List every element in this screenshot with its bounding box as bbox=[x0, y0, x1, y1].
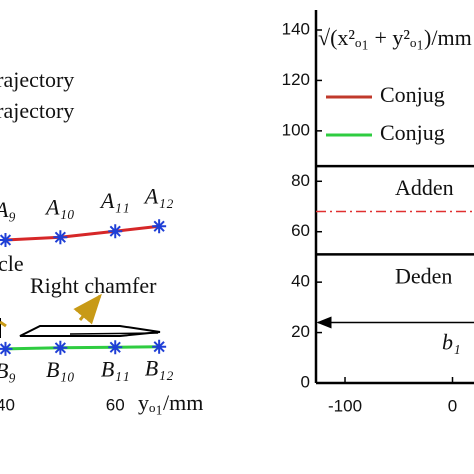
x-axis-label: yₒ₁/mm bbox=[138, 390, 203, 415]
x-tick-label: -100 bbox=[328, 396, 362, 415]
point-label: B₁₀ bbox=[46, 357, 75, 382]
series-line bbox=[5, 345, 160, 351]
legend-label: Conjug bbox=[380, 82, 445, 107]
point-label: B₁₁ bbox=[101, 356, 130, 381]
point-marker bbox=[108, 340, 123, 355]
point-label: B₁₂ bbox=[145, 356, 174, 381]
point-label: A₁₁ bbox=[99, 188, 130, 213]
point-marker bbox=[108, 224, 123, 239]
chamfer-edge bbox=[69, 332, 159, 335]
legend-text: trajectory bbox=[0, 67, 74, 92]
point-marker bbox=[152, 219, 167, 234]
x-tick-label: 0 bbox=[448, 396, 457, 415]
x-tick-label: 60 bbox=[106, 395, 125, 414]
y-tick-label: 100 bbox=[282, 120, 310, 139]
legend-label: Conjug bbox=[380, 120, 445, 145]
y-tick-label: 20 bbox=[291, 322, 310, 341]
annotation: cle bbox=[0, 251, 24, 276]
point-marker bbox=[0, 233, 13, 247]
chamfer-arrow-left bbox=[0, 320, 7, 328]
level-label: Deden bbox=[395, 263, 452, 288]
chamfer-outline bbox=[0, 318, 161, 338]
point-marker bbox=[53, 340, 68, 355]
chamfer-arrow bbox=[73, 293, 102, 325]
x-tick-label: 40 bbox=[0, 395, 15, 414]
y-tick-label: 80 bbox=[291, 171, 310, 190]
y-tick-label: 140 bbox=[282, 19, 310, 38]
point-marker bbox=[152, 339, 167, 354]
y-tick-label: 120 bbox=[282, 70, 310, 89]
point-label: A₁₀ bbox=[44, 194, 75, 219]
y-axis-label: √(x²ₒ₁ + y²ₒ₁)/mm bbox=[318, 25, 472, 50]
point-label: B₉ bbox=[0, 358, 16, 383]
point-label: A₉ bbox=[0, 197, 16, 222]
legend-text: trajectory bbox=[0, 98, 74, 123]
level-label: Adden bbox=[395, 175, 454, 200]
point-marker bbox=[53, 230, 68, 245]
y-tick-label: 0 bbox=[301, 372, 310, 391]
y-tick-label: 60 bbox=[291, 221, 310, 240]
annotation: Right chamfer bbox=[30, 273, 157, 298]
dimension-label: b₁ bbox=[442, 330, 461, 355]
point-marker bbox=[0, 341, 13, 356]
y-tick-label: 40 bbox=[291, 272, 310, 291]
point-label: A₁₂ bbox=[143, 183, 174, 208]
series-line bbox=[5, 224, 160, 242]
